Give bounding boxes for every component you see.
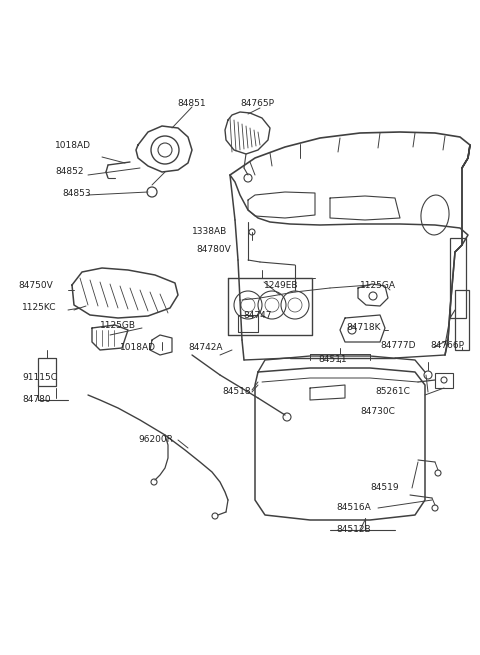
Text: 1125GA: 1125GA xyxy=(360,280,396,290)
Text: 84516A: 84516A xyxy=(336,504,371,512)
Text: 84851: 84851 xyxy=(178,98,206,107)
Bar xyxy=(455,290,469,350)
Text: 96200R: 96200R xyxy=(138,436,173,445)
Text: 84853: 84853 xyxy=(62,189,91,198)
Text: 84730C: 84730C xyxy=(360,407,395,417)
Text: 1249EB: 1249EB xyxy=(264,280,299,290)
Text: 1338AB: 1338AB xyxy=(192,227,227,236)
Text: 84512B: 84512B xyxy=(336,525,371,534)
Bar xyxy=(435,373,453,388)
Text: 84852: 84852 xyxy=(55,168,84,176)
Text: 84777D: 84777D xyxy=(380,341,416,350)
Text: 91115C: 91115C xyxy=(22,373,57,383)
Text: 84511: 84511 xyxy=(318,356,347,364)
Text: 84747: 84747 xyxy=(243,312,272,320)
Text: 84766P: 84766P xyxy=(430,341,464,350)
Text: 84518: 84518 xyxy=(222,388,251,396)
Text: 84750V: 84750V xyxy=(18,282,53,291)
Bar xyxy=(38,358,56,386)
Text: 84780V: 84780V xyxy=(196,246,231,255)
Text: 1018AD: 1018AD xyxy=(120,343,156,352)
Text: 1018AD: 1018AD xyxy=(55,141,91,149)
Text: 1125KC: 1125KC xyxy=(22,303,57,312)
Text: 84718K: 84718K xyxy=(346,324,381,333)
Text: 84742A: 84742A xyxy=(188,343,223,352)
Text: 84765P: 84765P xyxy=(240,98,274,107)
Text: 84780: 84780 xyxy=(22,396,50,405)
Bar xyxy=(450,238,466,318)
Text: 85261C: 85261C xyxy=(375,388,410,396)
Text: 84519: 84519 xyxy=(370,483,398,493)
Text: 1125GB: 1125GB xyxy=(100,320,136,329)
